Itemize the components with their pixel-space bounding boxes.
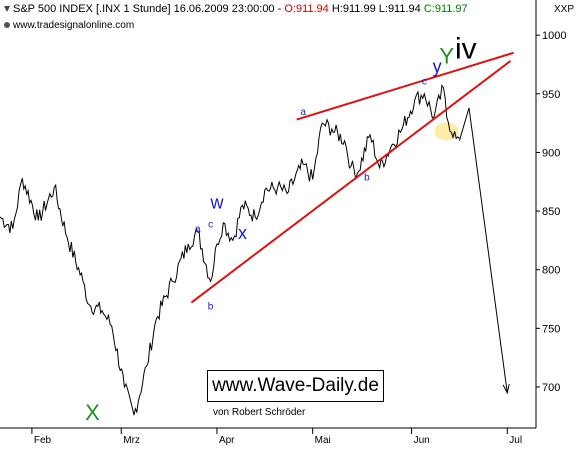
- projection-path: [458, 107, 508, 393]
- high-value: 911.99: [342, 3, 376, 15]
- wave-label: iv: [455, 33, 477, 66]
- arrowhead-icon: [502, 383, 510, 395]
- x-tick-label: Mai: [315, 435, 331, 446]
- price-line: [0, 84, 460, 416]
- open-value: 911.94: [295, 3, 329, 15]
- wave-label: w: [209, 193, 224, 213]
- x-tick-label: Apr: [219, 435, 235, 446]
- y-tick-label: 1000: [542, 30, 566, 42]
- y-tick-label: 950: [542, 89, 560, 101]
- wave-label: X: [85, 400, 100, 425]
- open-label: O:: [284, 3, 296, 15]
- high-label: H:: [331, 3, 343, 15]
- header-datetime: 16.06.2009 23:00:00: [173, 3, 275, 15]
- watermark-text: www.tradesignalonline.com: [13, 20, 135, 31]
- trendline-upper: [296, 51, 514, 121]
- wave-label: a: [195, 224, 201, 235]
- chart-header: S&P 500 INDEX [.INX 1 Stunde] 16.06.2009…: [4, 3, 468, 15]
- wave-label: c: [422, 76, 427, 87]
- close-value: 911.97: [434, 3, 468, 15]
- y-tick-label: 900: [542, 147, 560, 159]
- y-tick-label: 800: [542, 265, 560, 277]
- instrument-label: S&P 500 INDEX [.INX 1 Stunde]: [13, 3, 171, 15]
- y-tick-label: 700: [542, 382, 560, 394]
- chart-frame: [0, 0, 537, 429]
- scale-label: XXP: [553, 4, 574, 15]
- x-tick-label: Jul: [509, 435, 522, 446]
- wave-label: Y: [439, 43, 454, 68]
- trendline-lower: [190, 60, 512, 304]
- y-axis: 700 750 800 850 900 950 1000: [536, 30, 566, 394]
- low-label: L:: [378, 3, 388, 15]
- wave-label: a: [300, 107, 306, 118]
- low-value: 911.94: [387, 3, 421, 15]
- y-tick-label: 750: [542, 323, 560, 335]
- dropdown-triangle-icon[interactable]: [4, 6, 10, 13]
- trendlines: [190, 51, 514, 304]
- wave-label: c: [208, 219, 213, 230]
- author-credit: von Robert Schröder: [213, 407, 306, 418]
- watermark: www.tradesignalonline.com: [4, 20, 134, 31]
- wave-label: b: [364, 173, 370, 184]
- projection-arrow: [458, 107, 510, 395]
- globe-icon: [4, 22, 10, 29]
- price-series: [0, 84, 460, 416]
- x-tick-label: Feb: [34, 435, 52, 446]
- x-axis: Feb Mrz Apr Mai Jun Jul: [31, 428, 522, 446]
- x-tick-label: Jun: [414, 435, 430, 446]
- wave-label: x: [238, 223, 247, 243]
- brand-box: www.Wave-Daily.de: [207, 370, 384, 402]
- wave-label: y: [433, 57, 442, 77]
- close-label: C:: [423, 3, 435, 15]
- x-tick-label: Mrz: [123, 435, 140, 446]
- y-tick-label: 850: [542, 206, 560, 218]
- wave-label: b: [208, 302, 214, 313]
